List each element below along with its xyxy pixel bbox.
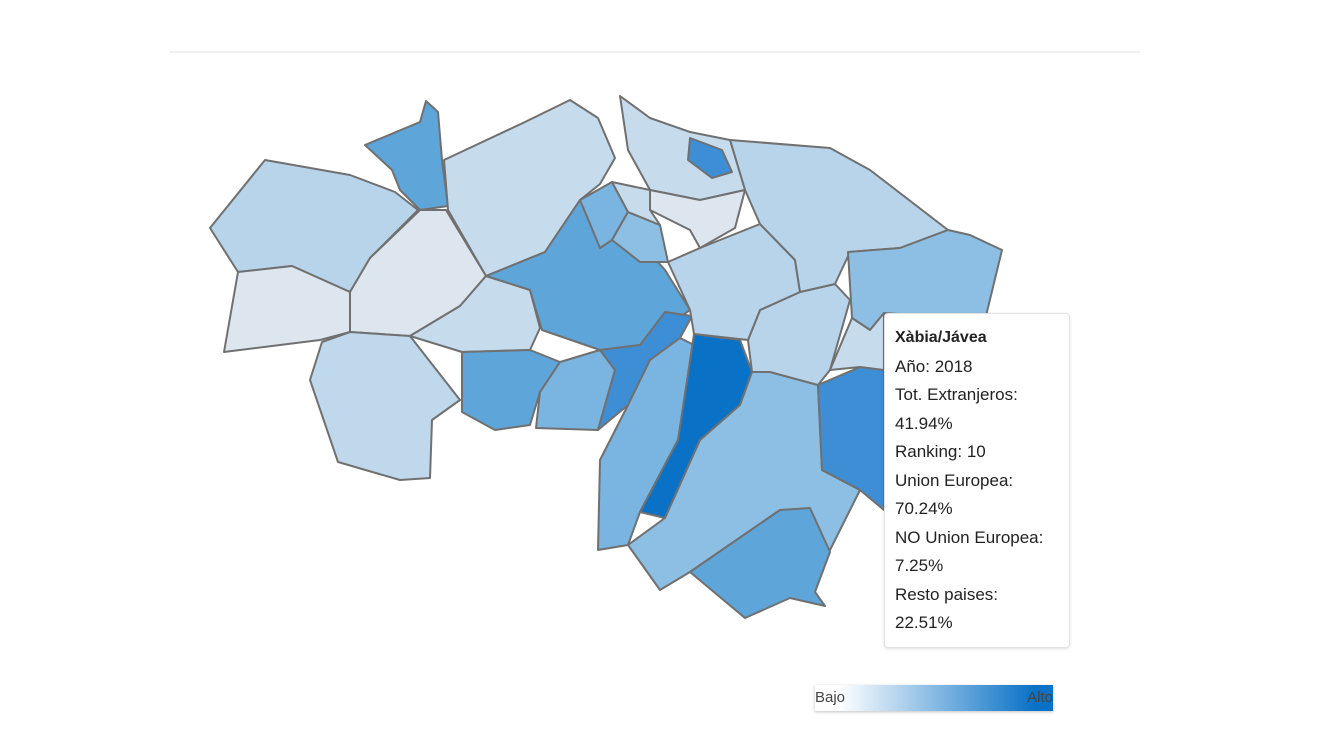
region[interactable] [223, 265, 351, 353]
region[interactable] [461, 349, 561, 431]
region[interactable] [611, 181, 661, 226]
region[interactable] [309, 331, 461, 481]
tooltip-title: Xàbia/Jávea [895, 329, 987, 346]
region[interactable] [689, 507, 831, 619]
tooltip: Xàbia/Jávea Año: 2018 Tot. Extranjeros: … [884, 313, 1070, 648]
region[interactable] [611, 211, 669, 263]
legend-low: Bajo [815, 689, 846, 706]
color-legend: Bajo Alto [815, 685, 1053, 711]
tooltip-line: Año: 2018 [895, 356, 973, 376]
tooltip-line: Ranking: 10 [895, 442, 986, 461]
region[interactable] [667, 223, 801, 341]
legend-high: Alto [1027, 689, 1053, 706]
tooltip-line: NO Union Europea: 7.25% [895, 527, 1044, 576]
tooltip-line: Resto paises: 22.51% [895, 584, 998, 633]
region[interactable] [619, 95, 746, 201]
tooltip-line: Tot. Extranjeros: 41.94% [895, 385, 1018, 433]
tooltip-line: Union Europea: 70.24% [895, 470, 1014, 519]
region[interactable] [729, 139, 949, 293]
region[interactable] [687, 137, 733, 179]
region[interactable] [649, 189, 746, 249]
region[interactable] [597, 337, 695, 551]
